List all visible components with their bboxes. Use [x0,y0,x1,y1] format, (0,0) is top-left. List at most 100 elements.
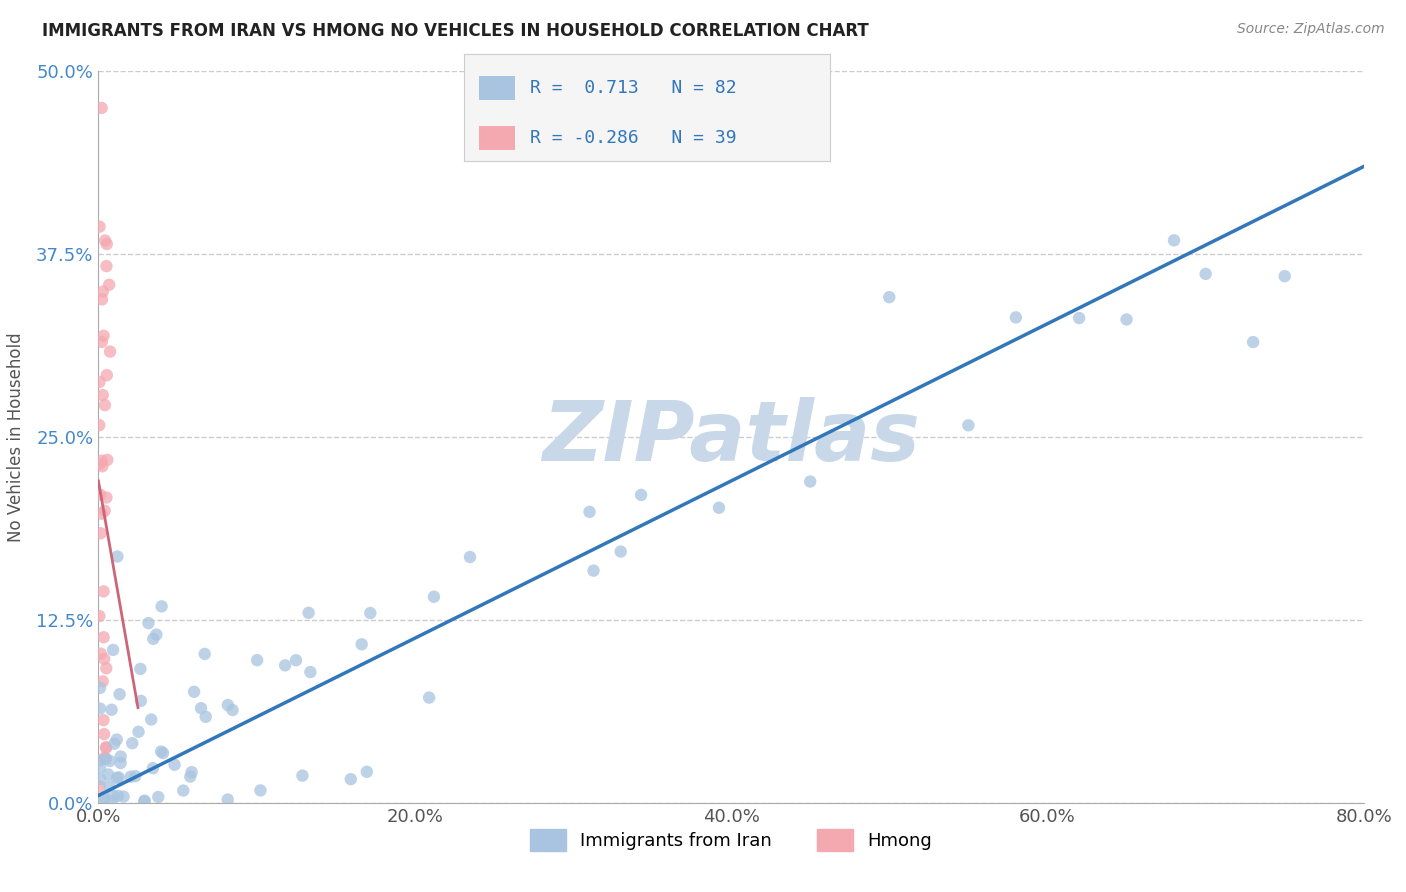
Point [799,475,821,489]
Point [299,665,322,679]
Point [145,627,167,641]
Point [110,756,132,770]
Point [101,643,124,657]
Point [298,606,321,620]
Point [89,375,111,389]
Point [578,505,600,519]
Point [91,674,114,689]
Point [93,790,115,805]
Point [148,790,170,805]
Point [89,418,111,433]
Y-axis label: No Vehicles in Household: No Vehicles in Household [7,332,25,542]
Point [249,783,271,797]
Point [124,769,146,783]
Point [129,662,152,676]
Point [582,564,605,578]
Point [100,703,122,717]
Point [93,751,115,765]
Point [1067,311,1090,326]
Point [105,549,128,564]
Point [141,713,163,727]
Point [246,653,269,667]
Point [103,737,125,751]
Point [877,290,900,304]
Point [142,761,165,775]
Point [142,632,165,646]
Point [90,526,112,541]
Point [98,277,121,292]
Point [194,710,217,724]
Point [93,727,115,741]
Point [96,368,118,383]
Point [98,780,121,794]
Point [418,690,440,705]
Point [217,792,239,806]
Point [89,609,111,624]
Point [93,652,115,666]
Point [90,647,112,661]
Point [138,616,160,631]
Point [285,653,308,667]
Point [93,328,115,343]
Point [93,713,115,727]
Point [89,754,111,768]
Point [96,740,118,755]
Point [190,701,212,715]
Point [96,453,118,467]
Point [105,771,128,785]
Point [1194,267,1216,281]
Point [89,457,111,471]
Bar [478,127,515,150]
Point [100,794,122,808]
Point [291,769,314,783]
Point [90,507,112,521]
Point [89,780,111,794]
Point [101,789,124,803]
Point [96,491,118,505]
Point [90,101,112,115]
Point [180,765,202,780]
Point [93,793,115,807]
Point [91,293,114,307]
Point [1274,269,1296,284]
Point [96,259,118,273]
Point [94,750,117,764]
Point [94,740,117,755]
Point [110,749,132,764]
Point [179,770,201,784]
Bar [478,76,515,100]
Point [91,285,114,299]
Point [150,599,173,614]
Point [1163,233,1185,247]
Point [89,772,111,787]
Point [89,701,111,715]
Point [89,488,111,502]
Point [1004,310,1026,325]
Point [93,584,115,599]
Point [609,544,631,558]
Point [150,745,173,759]
Point [630,488,652,502]
Legend: Immigrants from Iran, Hmong: Immigrants from Iran, Hmong [520,820,942,860]
Point [98,754,121,768]
Point [957,418,980,433]
Point [134,794,156,808]
Text: R = -0.286   N = 39: R = -0.286 N = 39 [530,129,737,147]
Point [194,647,217,661]
Point [134,794,156,808]
Point [356,764,378,779]
Point [91,459,114,474]
Point [350,637,373,651]
Point [105,732,128,747]
Point [107,771,129,785]
Point [707,500,730,515]
Point [1241,335,1264,350]
Point [90,454,112,468]
Point [96,237,118,252]
Point [121,736,143,750]
Point [1115,312,1137,326]
Point [89,219,111,234]
Point [120,770,142,784]
Text: ZIPatlas: ZIPatlas [543,397,920,477]
Point [93,504,115,518]
